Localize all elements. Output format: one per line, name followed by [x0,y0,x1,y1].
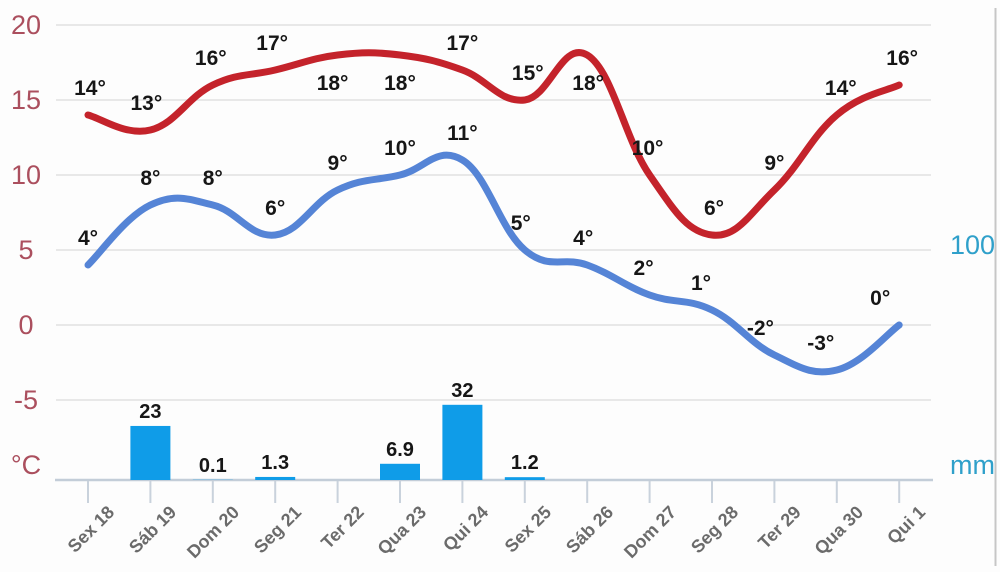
precipitation-value-label: 23 [139,400,162,423]
x-axis-day-label: Qua 30 [810,502,867,559]
precipitation-bar [442,404,483,480]
x-axis-day-label: Seg 28 [686,502,743,558]
y-axis-tick-10: 10 [10,160,42,190]
min-temperature-label: -2° [746,317,774,340]
y-axis-tick-15: 15 [10,85,42,115]
x-axis-day-label: Dom 27 [619,502,680,563]
x-axis-day-label: Seg 21 [250,502,306,558]
max-temperature-label: 18° [316,72,349,95]
x-axis-day-label: Dom 20 [182,502,243,563]
x-axis-day-label: Sex 25 [500,502,555,557]
min-temperature-label: 2° [633,257,654,280]
precipitation-value-label: 0.1 [198,454,227,477]
y-axis-tick-5: 5 [18,235,34,265]
min-temperature-label: 11° [447,122,478,145]
max-temperature-label: 14° [74,77,106,100]
precipitation-bar [255,476,296,480]
max-temperature-label: 16° [886,47,919,70]
precipitation-bar [504,477,545,480]
x-axis-day-label: Sáb 26 [562,502,618,558]
y-axis-tick--5: -5 [13,385,38,415]
max-temperature-label: 18° [572,72,605,95]
right-axis-tick-100: 100 [949,230,995,260]
max-temperature-label: 17° [256,32,289,55]
x-axis-day-label: Sex 18 [63,502,119,557]
x-axis-day-label: Qua 23 [373,502,431,559]
x-axis-day-label: Sáb 19 [125,502,181,558]
max-temperature-line [84,49,903,239]
precipitation-value-label: 1.2 [510,452,539,475]
min-temperature-label: 5° [510,212,531,235]
min-temperature-label: 8° [202,167,223,190]
min-temperature-label: 9° [327,152,348,175]
max-temperature-label: 16° [194,47,227,70]
min-temperature-label: 8° [140,167,161,190]
x-axis-day-label: Ter 22 [317,502,368,553]
min-temperature-label: 4° [573,227,594,250]
precipitation-bar [130,425,171,480]
precipitation-bar [380,463,420,480]
min-temperature-label: 1° [690,272,712,295]
precipitation-value-label: 1.3 [261,451,290,474]
max-temperature-label: 15° [511,62,544,85]
precipitation-value-label: 6.9 [386,438,414,461]
min-temperature-label: 0° [870,287,891,310]
max-temperature-label: 10° [631,137,664,160]
max-temperature-label: 13° [130,92,163,115]
left-axis-unit: °C [10,450,42,480]
max-temperature-label: 6° [703,197,725,220]
right-axis-unit: mm [950,450,995,480]
min-temperature-label: 4° [77,227,99,250]
min-temperature-label: 10° [384,137,416,160]
min-temperature-label: -3° [807,332,835,355]
x-axis-day-label: Qui 1 [883,502,930,548]
max-temperature-label: 14° [824,77,857,100]
max-temperature-label: 17° [446,32,479,55]
min-temperature-label: 6° [265,197,286,220]
max-temperature-label: 18° [384,72,416,95]
y-axis-tick-20: 20 [10,10,42,40]
y-axis-tick-0: 0 [18,310,34,340]
min-temperature-line [84,151,903,376]
max-temperature-label: 9° [764,152,785,175]
x-axis-day-label: Qui 24 [439,502,493,556]
x-axis-day-label: Ter 29 [753,502,805,553]
precipitation-value-label: 32 [451,379,474,402]
